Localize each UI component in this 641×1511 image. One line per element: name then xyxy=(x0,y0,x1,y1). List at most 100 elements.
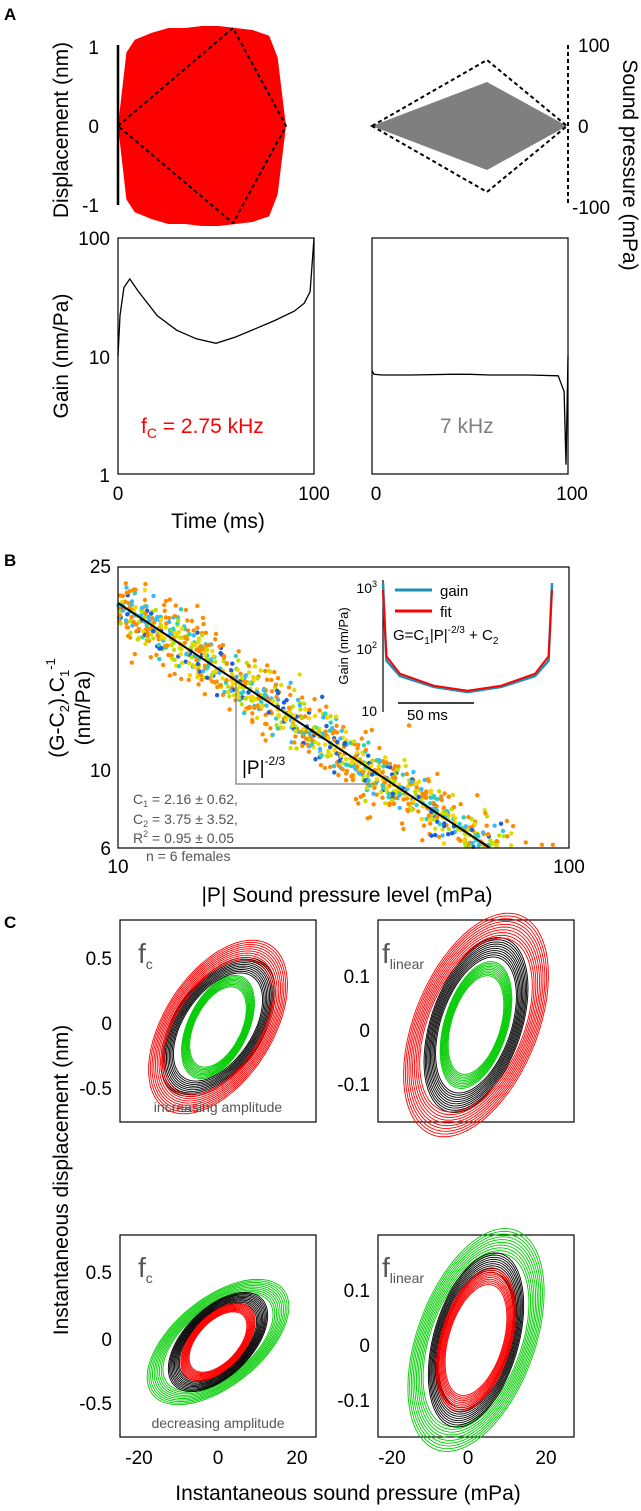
b-scatter-point xyxy=(200,646,205,651)
b-scatter-point xyxy=(217,644,222,649)
b-legend-gain: gain xyxy=(440,583,468,600)
b-scatter-point xyxy=(292,740,297,745)
c-loop-black xyxy=(432,1261,520,1419)
b-scatter-point xyxy=(127,619,133,624)
b-scatter-point xyxy=(303,707,308,712)
b-scatter-point xyxy=(227,694,232,699)
c-loop-black xyxy=(174,1298,262,1386)
b-scatter-point xyxy=(413,789,418,794)
c-loop-black xyxy=(431,1258,521,1422)
b-scatter-point xyxy=(322,742,328,747)
b-scatter-point xyxy=(157,656,162,662)
b-scatter-point xyxy=(242,679,247,684)
c-br-ytick-0: 0 xyxy=(359,1336,370,1357)
c-loop-red xyxy=(149,941,287,1113)
b-scatter-point xyxy=(393,775,398,781)
b-scatter-point xyxy=(230,661,235,666)
b-scatter-point xyxy=(486,832,491,837)
b-scatter-point xyxy=(301,733,306,738)
b-scatter-point xyxy=(391,801,396,807)
b-scatter-point xyxy=(146,614,151,620)
b-scatter-point xyxy=(458,802,463,807)
b-scatter-point xyxy=(198,672,204,678)
b-scatter-point xyxy=(436,834,442,840)
b-scatter-point xyxy=(338,753,344,759)
b-scatter-point xyxy=(304,736,309,741)
b-scatter-point xyxy=(244,660,249,666)
b-scatter-point xyxy=(268,669,273,675)
b-scatter-point xyxy=(463,824,468,829)
c-loop-green xyxy=(409,1230,543,1450)
b-scatter-point xyxy=(428,821,433,826)
b-scatter-point xyxy=(416,779,422,784)
c-loop-black xyxy=(172,1296,264,1388)
b-scatter-point xyxy=(239,702,244,707)
b-scatter-point xyxy=(124,590,129,595)
b-scatter-point xyxy=(370,758,375,763)
a-gain-ylabel: Gain (nm/Pa) xyxy=(50,294,73,419)
b-scatter-point xyxy=(179,626,185,631)
b-scatter-point xyxy=(442,823,447,829)
b-scatter-point xyxy=(275,676,281,681)
b-scatter-point xyxy=(123,618,129,623)
b-scatter-point xyxy=(371,802,376,807)
b-scatter-point xyxy=(443,811,448,816)
b-scatter-point xyxy=(274,694,279,700)
b-scatter-point xyxy=(255,676,260,681)
c-loop-green xyxy=(186,982,250,1072)
b-scatter-point xyxy=(293,734,298,739)
b-inset-tick-1: 10 xyxy=(361,703,377,719)
b-scatter-point xyxy=(421,823,427,828)
c-loop-black xyxy=(435,956,517,1094)
b-scatter-point xyxy=(129,660,134,665)
b-scatter-point xyxy=(325,715,330,720)
c-loop-red xyxy=(440,1277,512,1403)
b-scatter-point xyxy=(338,736,343,741)
b-scatter-point xyxy=(322,765,328,771)
b-scatter-point xyxy=(376,764,381,769)
b-scatter-point xyxy=(283,718,289,723)
c-loop-green xyxy=(157,1288,279,1396)
b-scatter-point xyxy=(176,630,181,636)
b-scatter-point xyxy=(264,703,269,708)
b-scatter-point xyxy=(461,815,466,820)
c-loop-green xyxy=(189,986,247,1068)
b-scatter-point xyxy=(162,608,167,613)
b-scatter-point xyxy=(163,598,169,604)
b-scatter-point xyxy=(161,602,167,608)
b-scatter-point xyxy=(354,750,360,755)
b-scatter-point xyxy=(155,614,160,620)
b-scatter-point xyxy=(136,626,141,632)
b-scatter-point xyxy=(269,677,274,683)
c-loop-red xyxy=(180,1302,256,1382)
b-scatter-point xyxy=(363,729,368,735)
c-loop-green xyxy=(187,983,249,1071)
b-scatter-point xyxy=(472,821,477,827)
c-loop-green xyxy=(440,962,512,1088)
b-scatter-point xyxy=(435,814,440,819)
b-scatter-point xyxy=(144,604,149,609)
b-scatter-point xyxy=(446,832,451,837)
b-scatter-point xyxy=(238,671,243,676)
a-rtick-100: 100 xyxy=(578,36,610,57)
b-scatter-point xyxy=(332,728,337,734)
c-loop-green xyxy=(182,976,254,1078)
b-scatter-point xyxy=(386,794,391,800)
a-time-xlabel: Time (ms) xyxy=(171,510,265,533)
b-scatter-point xyxy=(214,679,219,684)
b-scatter-point xyxy=(382,780,388,785)
b-scatter-point xyxy=(133,587,138,592)
b-scatter-point xyxy=(191,628,196,633)
a-red-envelope xyxy=(118,26,286,226)
b-scatter-point xyxy=(196,640,201,645)
b-scatter-point xyxy=(446,826,451,832)
b-scatter-point xyxy=(148,625,154,631)
b-scatter-point xyxy=(393,795,399,801)
c-loop-black xyxy=(171,970,265,1084)
c-loop-black xyxy=(430,1256,522,1424)
b-scatter-point xyxy=(200,615,206,620)
b-scatter-point xyxy=(539,842,545,847)
b-stat-c1: C1 = 2.16 ± 0.62, xyxy=(133,791,238,809)
c-loop-green xyxy=(442,965,510,1085)
c-ylabel: Instantaneous displacement (nm) xyxy=(50,1025,73,1336)
